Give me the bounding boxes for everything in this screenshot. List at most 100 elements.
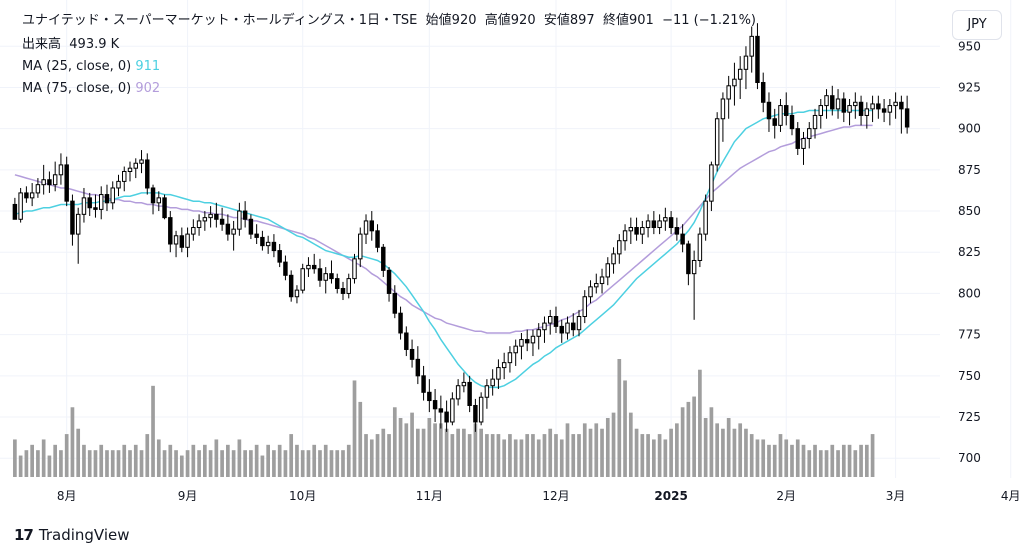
candle-down [444,411,449,423]
volume-bar [634,428,639,477]
volume-bar [709,407,714,477]
close-label: 終値 [602,13,629,28]
candle-down [830,95,835,110]
volume-bar [202,444,207,477]
tradingview-logo-mark: 17 [14,526,34,544]
volume-bar [41,439,46,477]
candle-down [219,218,225,225]
candle-down [772,118,777,126]
candle-down [398,312,403,334]
volume-bar [490,434,495,477]
volume-bar [369,439,374,477]
volume-bar [807,450,812,477]
ma25-value: 911 [135,59,161,74]
time-tick-label: 10月 [289,489,316,503]
volume-bar [105,450,109,477]
candle-down [248,218,254,235]
candle-down [760,82,766,103]
price-axis[interactable]: 700 725 750 775 800 825 850 875 900 925 950 [958,39,981,465]
candle-up [496,367,501,380]
volume-bar [110,450,115,477]
volume-bar [582,423,587,477]
volume-bar [772,444,777,477]
candle-up [300,268,305,291]
candle-up [617,240,622,255]
candle-up [323,273,328,281]
candle-up [703,200,708,235]
candle-up [853,101,858,107]
candle-up [847,105,852,113]
price-tick-label: 875 [958,163,981,177]
candle-up [231,228,236,235]
candlesticks [12,23,910,432]
time-axis[interactable]: 8月9月10月11月12月20252月3月4月5月6月7月 [57,489,1024,503]
volume-label: 出来高 [22,37,62,52]
candle-up [864,108,870,116]
candle-up [75,213,81,235]
candle-down [904,108,910,128]
candle-up [35,184,41,194]
volume-bar [197,450,201,477]
volume-bar [306,450,311,477]
volume-bar [859,444,863,477]
volume-bar [312,444,317,477]
volume-bar [542,434,547,477]
volume-bar [531,434,535,477]
volume-bar [721,428,725,477]
candle-down [674,227,680,235]
candle-down [375,230,380,248]
candle-up [110,187,115,204]
volume-bar [548,428,553,477]
candle-up [363,220,369,235]
candle-down [214,213,219,220]
volume-bar [485,434,489,477]
volume-bar [208,450,213,477]
volume-bar [841,444,846,477]
candle-up [887,105,893,113]
volume-bar [513,439,518,477]
volume-bar [220,450,224,477]
volume-bar [53,444,58,477]
candle-down [369,220,375,232]
volume-bar [744,428,748,477]
candle-up [265,241,271,247]
candle-down [145,159,150,189]
volume-bar [36,450,40,477]
candle-up [81,197,87,215]
candle-up [812,114,818,130]
volume-bar [381,428,386,477]
volume-bar [836,450,840,477]
volume-bar [139,450,144,477]
candle-up [663,217,668,222]
volume-bar [346,444,351,477]
candle-up [461,381,467,387]
volume-bar [726,418,731,477]
volume-bar [755,439,760,477]
candle-down [104,194,110,204]
candle-up [611,253,616,265]
volume-bar [818,450,823,477]
volume-bar [300,450,305,477]
candle-up [484,385,490,398]
brand-name: TradingView [38,526,130,544]
volume-legend[interactable]: 出来高 493.9 K [22,36,119,54]
candle-down [93,207,98,210]
volume-bar [122,444,127,477]
ma75-legend[interactable]: MA (75, close, 0) 902 [22,80,160,98]
candle-up [41,179,46,186]
candle-up [358,233,363,260]
candle-down [254,233,259,238]
open-value: 920 [451,13,477,28]
candle-down [381,246,386,271]
price-tick-label: 725 [958,410,981,424]
volume-bar [703,418,708,477]
time-tick-label: 2025 [654,489,687,503]
candle-up [116,180,121,189]
ma25-line [14,109,873,389]
volume-bar [249,450,253,477]
tradingview-logo[interactable]: 17 TradingView [14,526,130,544]
currency-button[interactable]: JPY [952,10,1002,40]
ma25-legend[interactable]: MA (25, close, 0) 911 [22,58,160,76]
candle-down [329,273,334,280]
